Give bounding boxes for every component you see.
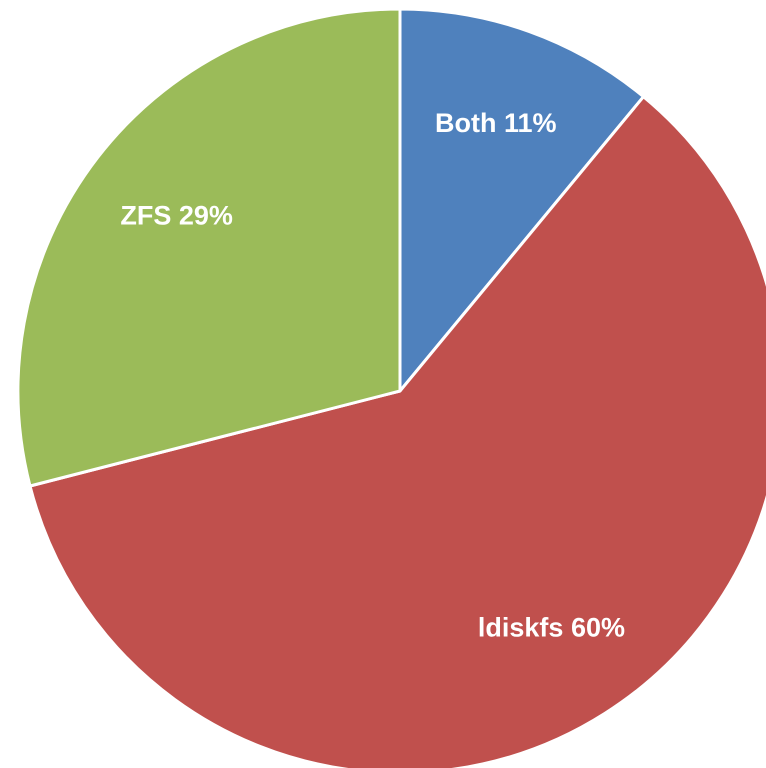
- category-name: ldiskfs: [478, 613, 564, 643]
- pie-slice: [16, 7, 402, 488]
- data-label: ldiskfs 60%: [478, 613, 625, 643]
- category-name: ZFS: [120, 201, 171, 231]
- value-label: 29%: [179, 201, 233, 231]
- pie-slice: [28, 95, 766, 768]
- pie-slice: [398, 7, 645, 393]
- data-label: ZFS 29%: [120, 201, 233, 231]
- category-name: Both: [435, 108, 496, 138]
- value-label: 60%: [571, 613, 625, 643]
- value-label: 11%: [504, 108, 557, 138]
- data-label: Both 11%: [435, 108, 557, 138]
